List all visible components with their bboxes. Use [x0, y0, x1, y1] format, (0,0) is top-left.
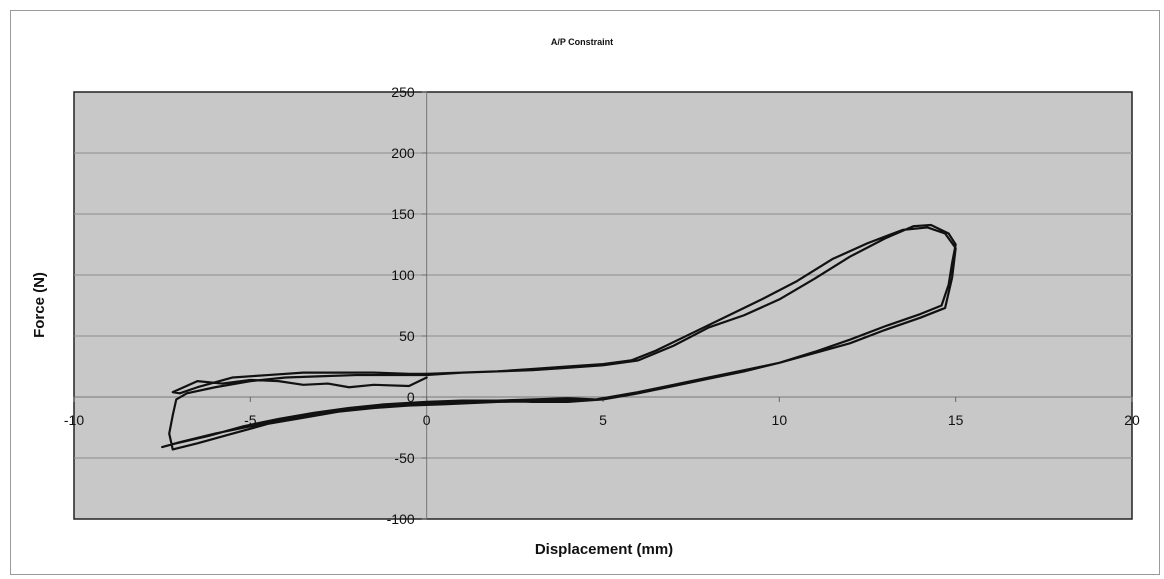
- y-tick-label-6: -50: [394, 450, 414, 466]
- y-tick-label-4: 50: [399, 328, 415, 344]
- y-tick-label-5: 0: [407, 389, 415, 405]
- plot-background: [73, 91, 1133, 520]
- series-lines: [161, 223, 957, 451]
- x-axis-title: Displacement (mm): [535, 541, 673, 558]
- x-tick-label-3: 5: [599, 412, 607, 428]
- x-tick-label-2: 0: [423, 412, 431, 428]
- plot-area: [73, 91, 1133, 520]
- chart-title: A/P Constraint: [551, 37, 613, 47]
- x-tick-label-4: 10: [772, 412, 788, 428]
- y-tick-label-3: 100: [391, 267, 415, 283]
- y-tick-label-1: 200: [391, 145, 415, 161]
- y-tick-label-0: 250: [391, 84, 415, 100]
- y-axis-title: Force (N): [31, 272, 48, 338]
- grid-lines: [74, 152, 1132, 459]
- y-tick-label-2: 150: [391, 206, 415, 222]
- x-tick-label-0: -10: [64, 412, 84, 428]
- y-tick-label-7: -100: [387, 511, 415, 527]
- x-tick-label-5: 15: [948, 412, 964, 428]
- series-line-0: [161, 223, 957, 451]
- x-tick-label-6: 20: [1124, 412, 1140, 428]
